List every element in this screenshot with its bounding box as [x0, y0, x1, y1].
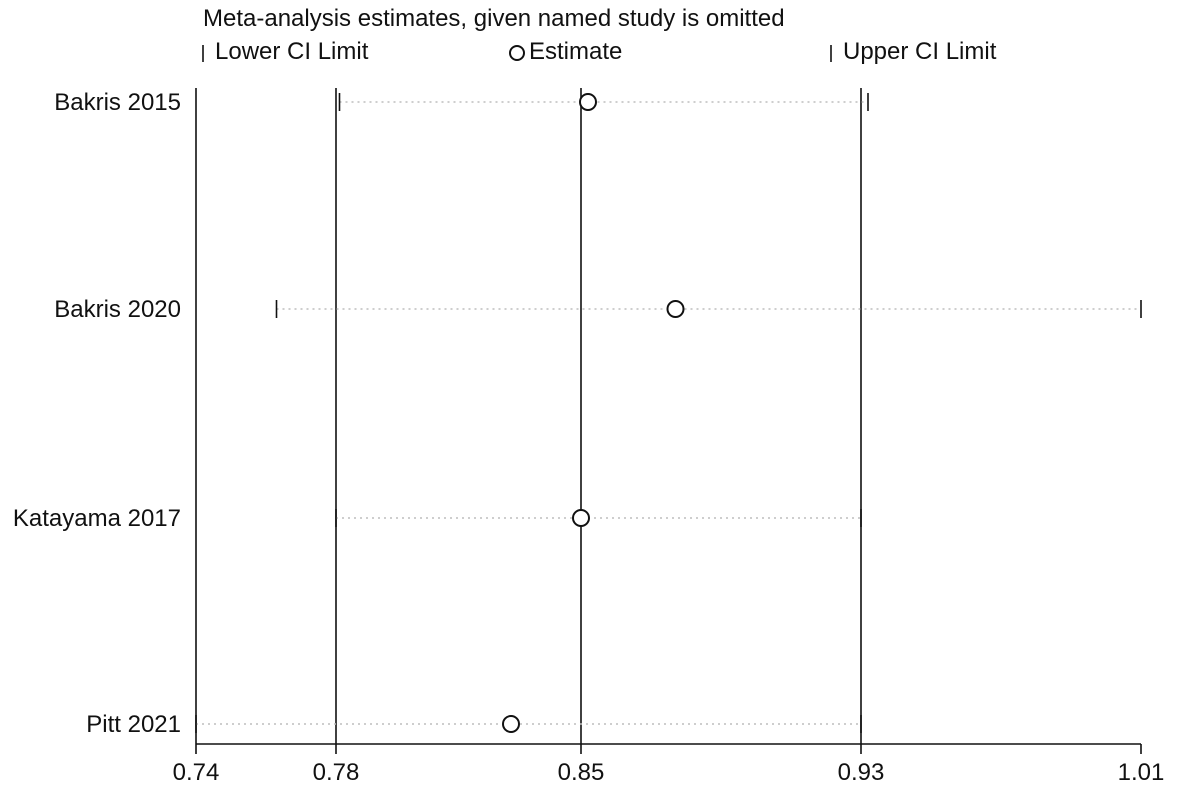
legend-estimate-label: Estimate — [529, 38, 622, 65]
study-label: Bakris 2015 — [54, 89, 181, 116]
legend-upper-label: Upper CI Limit — [843, 38, 997, 65]
study-label: Pitt 2021 — [86, 711, 181, 738]
study-row: Bakris 2020 — [54, 296, 1142, 323]
study-row: Pitt 2021 — [86, 711, 862, 738]
legend-lower-label: Lower CI Limit — [215, 38, 369, 65]
x-tick-label: 0.78 — [313, 759, 360, 786]
estimate-point — [579, 93, 597, 111]
legend: Lower CI Limit Estimate Upper CI Limit — [202, 38, 997, 65]
study-label: Bakris 2020 — [54, 296, 181, 323]
chart-title: Meta-analysis estimates, given named stu… — [203, 5, 785, 32]
study-row: Bakris 2015 — [54, 89, 869, 116]
x-tick-label: 0.85 — [558, 759, 605, 786]
x-tick-label: 0.93 — [838, 759, 885, 786]
estimate-point — [572, 509, 590, 527]
study-label: Katayama 2017 — [13, 505, 181, 532]
study-rows: Bakris 2015 Bakris 2020 Katayama 2017 Pitt … — [13, 89, 1142, 738]
estimate-point — [502, 715, 520, 733]
estimate-point — [666, 300, 685, 318]
reference-lines — [195, 88, 862, 744]
x-axis: 0.74 0.78 0.85 0.93 1.01 — [173, 743, 1165, 786]
x-tick-label: 0.74 — [173, 759, 220, 786]
x-tick-label: 1.01 — [1118, 759, 1165, 786]
legend-estimate-marker — [509, 45, 525, 61]
study-row: Katayama 2017 — [13, 505, 862, 532]
